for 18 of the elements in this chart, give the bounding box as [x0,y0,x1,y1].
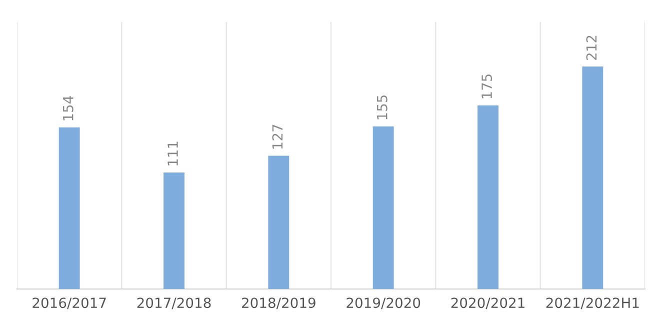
bar [58,127,80,289]
x-tick-label: 2020/2021 [451,298,524,310]
x-tick-label: 2016/2017 [32,298,106,310]
bar [164,172,184,289]
data-label: 127 [272,124,282,149]
bar [582,66,604,289]
data-label: 154 [63,96,74,120]
data-label: 111 [168,142,178,166]
x-tick-label: 2021/2022H1 [546,298,639,310]
bar [268,156,290,289]
data-label: 175 [482,74,492,98]
bar [478,105,498,289]
x-tick-label: 2018/2019 [242,298,316,310]
x-tick-label: 2017/2018 [137,298,211,310]
bar [372,126,394,289]
x-tick-label: 2019/2020 [346,298,420,310]
data-label: 212 [586,36,596,60]
data-label: 155 [377,95,388,120]
